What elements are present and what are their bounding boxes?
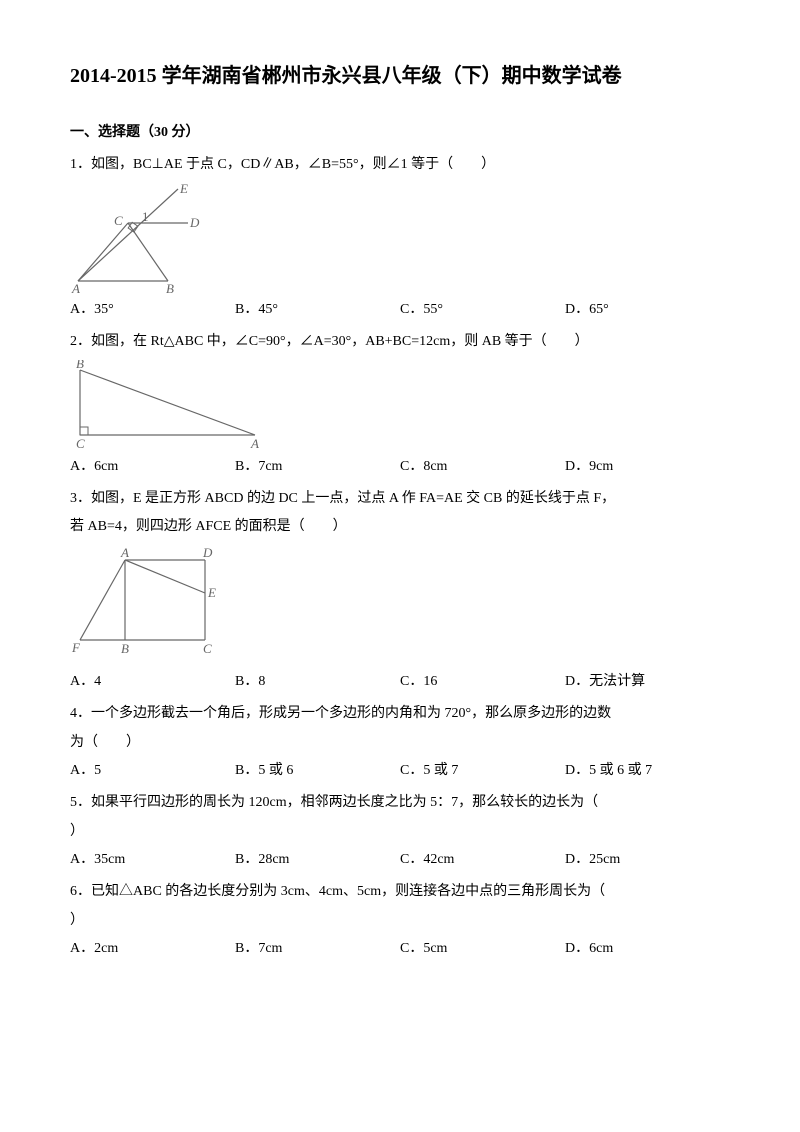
svg-text:C: C xyxy=(76,436,85,450)
q5-optC: C．42cm xyxy=(400,849,565,871)
q1-optB: B．45° xyxy=(235,299,400,321)
svg-text:A: A xyxy=(250,436,259,450)
q5-optA: A．35cm xyxy=(70,849,235,871)
svg-text:B: B xyxy=(121,641,129,656)
svg-text:F: F xyxy=(71,640,81,655)
svg-text:A: A xyxy=(71,281,80,293)
q2-optA: A．6cm xyxy=(70,456,235,478)
q5-optB: B．28cm xyxy=(235,849,400,871)
q3-options: A．4 B．8 C．16 D．无法计算 xyxy=(70,671,730,693)
svg-text:D: D xyxy=(189,215,200,230)
q2-optD: D．9cm xyxy=(565,456,730,478)
q5-text-line1: 5．如果平行四边形的周长为 120cm，相邻两边长度之比为 5：7，那么较长的边… xyxy=(70,792,730,814)
q4-optA: A．5 xyxy=(70,760,235,782)
q1-optD: D．65° xyxy=(565,299,730,321)
question-4: 4．一个多边形截去一个角后，形成另一个多边形的内角和为 720°，那么原多边形的… xyxy=(70,703,730,782)
svg-text:C: C xyxy=(114,213,123,228)
q2-optC: C．8cm xyxy=(400,456,565,478)
q1-text: 1．如图，BC⊥AE 于点 C，CD∥AB，∠B=55°，则∠1 等于（ ） xyxy=(70,154,730,176)
q2-text: 2．如图，在 Rt△ABC 中，∠C=90°，∠A=30°，AB+BC=12cm… xyxy=(70,331,730,353)
q2-figure: B C A xyxy=(70,360,730,450)
q6-optC: C．5cm xyxy=(400,938,565,960)
question-5: 5．如果平行四边形的周长为 120cm，相邻两边长度之比为 5：7，那么较长的边… xyxy=(70,792,730,871)
section-1-header: 一、选择题（30 分） xyxy=(70,122,730,144)
svg-text:C: C xyxy=(203,641,212,656)
q4-text-line1: 4．一个多边形截去一个角后，形成另一个多边形的内角和为 720°，那么原多边形的… xyxy=(70,703,730,725)
q1-options: A．35° B．45° C．55° D．65° xyxy=(70,299,730,321)
q1-optA: A．35° xyxy=(70,299,235,321)
q6-options: A．2cm B．7cm C．5cm D．6cm xyxy=(70,938,730,960)
q3-optB: B．8 xyxy=(235,671,400,693)
exam-title: 2014-2015 学年湖南省郴州市永兴县八年级（下）期中数学试卷 xyxy=(70,60,730,92)
question-3: 3．如图，E 是正方形 ABCD 的边 DC 上一点，过点 A 作 FA=AE … xyxy=(70,488,730,693)
q4-optC: C．5 或 7 xyxy=(400,760,565,782)
q6-text-line1: 6．已知△ABC 的各边长度分别为 3cm、4cm、5cm，则连接各边中点的三角… xyxy=(70,881,730,903)
q6-optD: D．6cm xyxy=(565,938,730,960)
svg-text:E: E xyxy=(207,585,216,600)
q4-optB: B．5 或 6 xyxy=(235,760,400,782)
q5-options: A．35cm B．28cm C．42cm D．25cm xyxy=(70,849,730,871)
q3-optC: C．16 xyxy=(400,671,565,693)
q5-optD: D．25cm xyxy=(565,849,730,871)
q6-optA: A．2cm xyxy=(70,938,235,960)
q4-text-line2: 为（ ） xyxy=(70,732,730,754)
question-2: 2．如图，在 Rt△ABC 中，∠C=90°，∠A=30°，AB+BC=12cm… xyxy=(70,331,730,478)
svg-text:B: B xyxy=(166,281,174,293)
q3-optA: A．4 xyxy=(70,671,235,693)
q1-figure: A B C D E 1 xyxy=(70,183,730,293)
svg-text:B: B xyxy=(76,360,84,371)
q3-text-line1: 3．如图，E 是正方形 ABCD 的边 DC 上一点，过点 A 作 FA=AE … xyxy=(70,488,730,510)
q2-optB: B．7cm xyxy=(235,456,400,478)
svg-text:1: 1 xyxy=(142,209,149,224)
svg-text:E: E xyxy=(179,183,188,196)
q6-text-line2: ） xyxy=(70,910,730,932)
question-1: 1．如图，BC⊥AE 于点 C，CD∥AB，∠B=55°，则∠1 等于（ ） A… xyxy=(70,154,730,321)
q6-optB: B．7cm xyxy=(235,938,400,960)
q4-optD: D．5 或 6 或 7 xyxy=(565,760,730,782)
q2-options: A．6cm B．7cm C．8cm D．9cm xyxy=(70,456,730,478)
question-6: 6．已知△ABC 的各边长度分别为 3cm、4cm、5cm，则连接各边中点的三角… xyxy=(70,881,730,960)
svg-text:A: A xyxy=(120,545,129,560)
q3-figure: A D B C E F xyxy=(70,545,730,665)
q3-text-line2: 若 AB=4，则四边形 AFCE 的面积是（ ） xyxy=(70,516,730,538)
q5-text-line2: ） xyxy=(70,821,730,843)
q3-optD: D．无法计算 xyxy=(565,671,730,693)
q4-options: A．5 B．5 或 6 C．5 或 7 D．5 或 6 或 7 xyxy=(70,760,730,782)
q1-optC: C．55° xyxy=(400,299,565,321)
svg-text:D: D xyxy=(202,545,213,560)
